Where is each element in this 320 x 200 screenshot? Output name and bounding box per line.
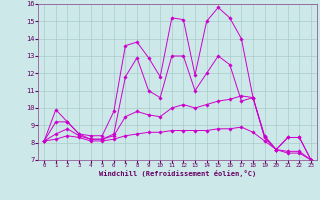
X-axis label: Windchill (Refroidissement éolien,°C): Windchill (Refroidissement éolien,°C): [99, 170, 256, 177]
